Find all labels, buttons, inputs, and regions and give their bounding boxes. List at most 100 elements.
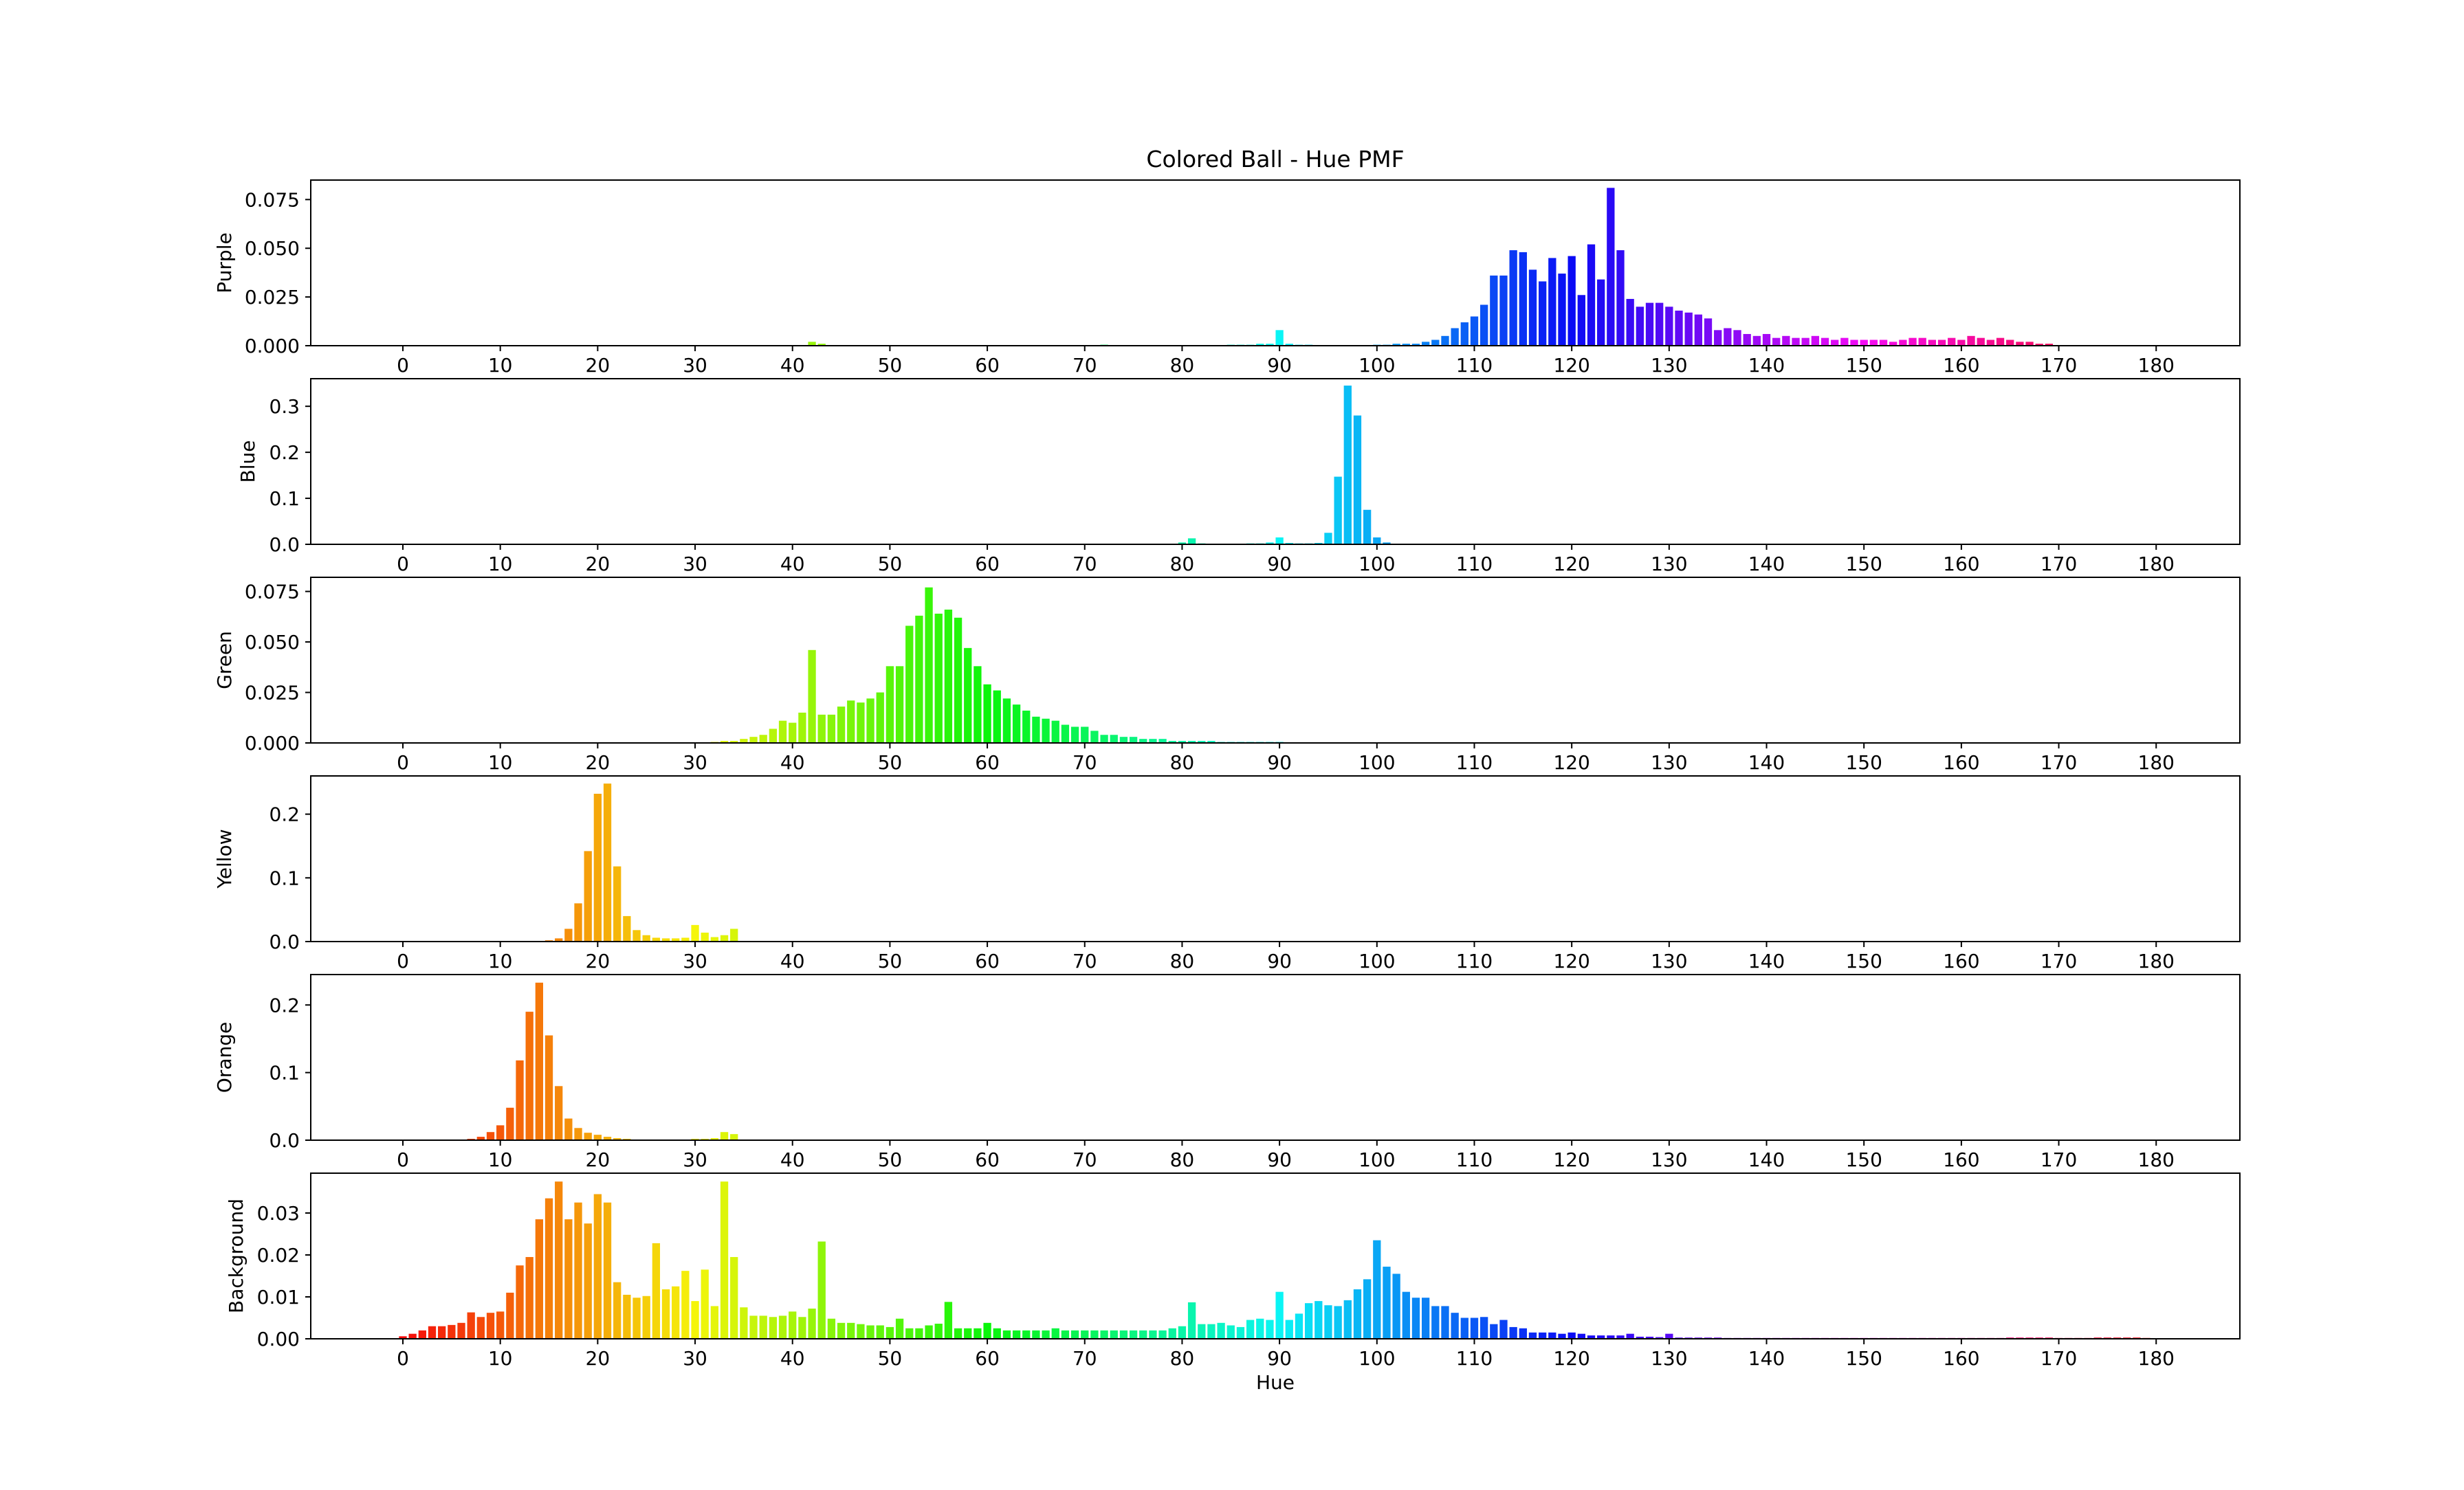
bar xyxy=(1070,726,1079,743)
bar xyxy=(1694,314,1702,346)
bar xyxy=(1879,340,1888,346)
bar xyxy=(1256,344,1264,346)
bar xyxy=(1411,1298,1420,1339)
y-tick-label: 0.01 xyxy=(257,1286,300,1309)
x-tick-label: 150 xyxy=(1845,1347,1882,1370)
bar xyxy=(1032,716,1040,743)
x-tick-label: 0 xyxy=(397,553,409,575)
bars-background xyxy=(399,1181,2150,1339)
bar xyxy=(1187,741,1196,743)
bar xyxy=(642,935,650,942)
bar xyxy=(1451,1313,1459,1339)
bar xyxy=(934,1324,943,1339)
bar xyxy=(1558,274,1566,346)
bar xyxy=(1490,1324,1498,1339)
bar xyxy=(964,1328,972,1339)
bar xyxy=(905,625,914,743)
bar xyxy=(1139,739,1147,743)
bar xyxy=(847,700,855,743)
y-axis-label: Blue xyxy=(236,441,259,483)
bar xyxy=(1772,337,1781,346)
bar xyxy=(1665,1333,1673,1339)
bar xyxy=(642,1296,650,1339)
bar xyxy=(1295,1313,1304,1339)
bar xyxy=(808,1309,816,1339)
bar xyxy=(1051,1328,1059,1339)
y-tick-label: 0.025 xyxy=(245,286,300,309)
bar xyxy=(1733,330,1741,346)
bar xyxy=(983,684,991,743)
bar xyxy=(974,666,982,743)
bar xyxy=(1149,739,1157,743)
y-tick-label: 0.1 xyxy=(269,487,300,510)
bar xyxy=(564,929,573,942)
bar xyxy=(1889,342,1898,346)
bar xyxy=(584,1223,592,1339)
x-tick-label: 90 xyxy=(1267,1148,1292,1171)
x-tick-label: 100 xyxy=(1358,1148,1395,1171)
bar xyxy=(574,1128,582,1140)
bar xyxy=(613,866,622,942)
x-tick-label: 70 xyxy=(1072,1347,1097,1370)
x-tick-label: 100 xyxy=(1358,950,1395,972)
bar xyxy=(1499,1320,1508,1339)
x-tick-label: 70 xyxy=(1072,950,1097,972)
bar xyxy=(1636,1336,1644,1339)
bars-yellow xyxy=(544,783,738,942)
bar xyxy=(516,1265,524,1339)
bar xyxy=(1363,1279,1372,1339)
bar xyxy=(1441,1306,1449,1339)
x-tick-label: 0 xyxy=(397,950,409,972)
bar xyxy=(2006,340,2014,346)
bar xyxy=(2025,342,2034,346)
bar xyxy=(506,1107,514,1140)
bar xyxy=(555,938,563,942)
y-axis-label: Background xyxy=(225,1199,248,1313)
bar xyxy=(1178,741,1187,743)
bar xyxy=(1460,1317,1468,1339)
y-tick-label: 0.075 xyxy=(245,188,300,211)
x-tick-label: 90 xyxy=(1267,553,1292,575)
bar xyxy=(681,1271,690,1339)
bar xyxy=(1392,344,1400,346)
bar xyxy=(1752,335,1761,346)
x-tick-label: 20 xyxy=(586,354,610,377)
bar xyxy=(467,1312,475,1339)
bar xyxy=(1860,340,1868,346)
x-tick-label: 140 xyxy=(1748,950,1785,972)
bar xyxy=(1100,1330,1108,1339)
bar xyxy=(1850,340,1858,346)
bar xyxy=(925,1325,933,1339)
bar xyxy=(1002,1330,1011,1339)
x-tick-label: 180 xyxy=(2138,950,2175,972)
bar xyxy=(1119,1330,1128,1339)
x-tick-label: 40 xyxy=(780,751,805,774)
bar xyxy=(623,915,631,942)
bar xyxy=(544,1198,553,1339)
bar xyxy=(1158,739,1167,743)
bar xyxy=(847,1322,855,1339)
bar xyxy=(593,1194,602,1339)
x-tick-label: 170 xyxy=(2040,1148,2077,1171)
bar xyxy=(1119,737,1128,743)
x-tick-label: 60 xyxy=(975,751,1000,774)
bar xyxy=(1539,281,1547,346)
bar xyxy=(1139,1330,1147,1339)
x-tick-label: 20 xyxy=(586,950,610,972)
bar xyxy=(1431,340,1440,346)
bar xyxy=(486,1132,495,1140)
bar xyxy=(915,1328,923,1339)
bar xyxy=(817,1241,826,1339)
bar xyxy=(1840,337,1849,346)
bar xyxy=(1597,279,1605,346)
x-tick-label: 30 xyxy=(683,1148,707,1171)
bar xyxy=(778,720,787,743)
x-tick-label: 160 xyxy=(1943,1347,1979,1370)
bar xyxy=(993,1328,1001,1339)
bar xyxy=(1051,720,1059,743)
x-tick-label: 80 xyxy=(1170,950,1195,972)
bar xyxy=(623,1294,631,1339)
x-tick-label: 150 xyxy=(1845,354,1882,377)
bar xyxy=(1480,304,1488,346)
